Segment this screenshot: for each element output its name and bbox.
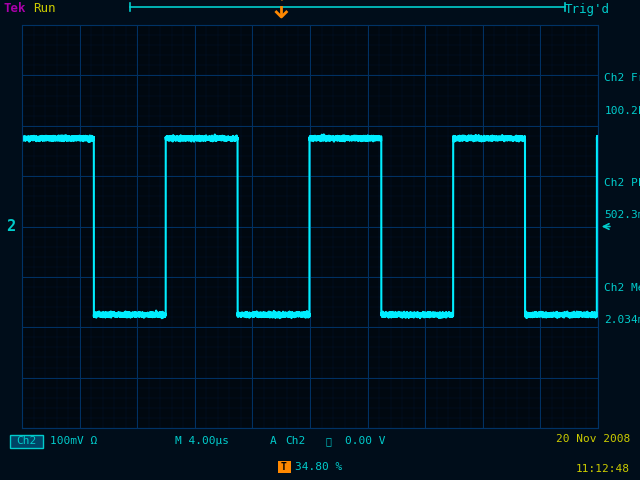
Text: Ch2 Mean: Ch2 Mean <box>604 283 640 293</box>
Bar <box>278 461 291 473</box>
Text: T: T <box>281 463 287 472</box>
Text: Ch2 Pk-Pk: Ch2 Pk-Pk <box>604 178 640 188</box>
Text: 34.80 %: 34.80 % <box>295 463 342 472</box>
Text: 11:12:48: 11:12:48 <box>576 464 630 474</box>
Text: A: A <box>270 436 276 446</box>
Text: ⮣: ⮣ <box>325 436 331 446</box>
Text: 502.3mV: 502.3mV <box>604 210 640 220</box>
Text: Run: Run <box>33 2 56 15</box>
Text: M 4.00μs: M 4.00μs <box>175 436 229 446</box>
Text: 0.00 V: 0.00 V <box>345 436 385 446</box>
Text: 2: 2 <box>6 219 15 234</box>
Text: Trig'd: Trig'd <box>565 2 610 15</box>
Text: 2.034mV: 2.034mV <box>604 315 640 325</box>
Text: Ch2: Ch2 <box>16 436 36 446</box>
Text: 100.2kHz: 100.2kHz <box>604 106 640 116</box>
Text: Ch2: Ch2 <box>285 436 305 446</box>
Text: T: T <box>278 0 284 3</box>
Text: Ch2 Freq: Ch2 Freq <box>604 73 640 84</box>
Text: 20 Nov 2008: 20 Nov 2008 <box>556 434 630 444</box>
Bar <box>10 435 43 448</box>
Text: Tek: Tek <box>3 2 26 15</box>
Text: 100mV Ω: 100mV Ω <box>50 436 97 446</box>
